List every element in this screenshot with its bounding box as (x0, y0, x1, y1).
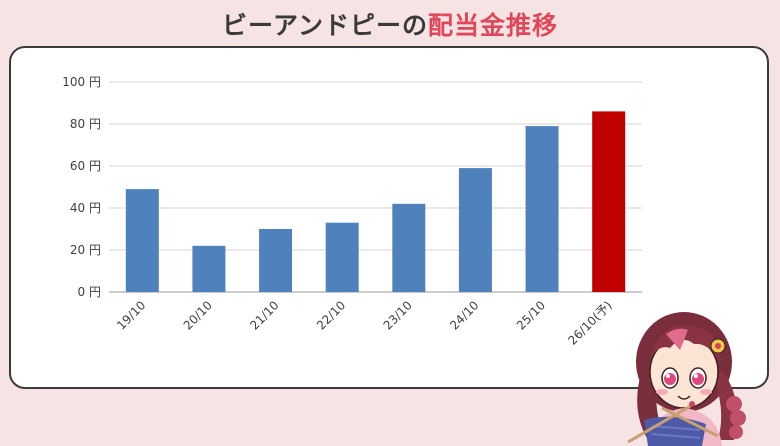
girl-knitting-illustration (627, 312, 746, 446)
bar-19/10 (125, 189, 159, 292)
y-tick-labels: 0 円 20 円 40 円 60 円 80 円 100 円 (62, 75, 101, 299)
y-tick-label: 40 円 (70, 201, 101, 215)
page-title: ビーアンドピーの配当金推移 (0, 6, 780, 42)
y-tick-label: 80 円 (70, 117, 101, 131)
title-prefix: ビーアンドピーの (221, 11, 428, 40)
x-tick-labels: 19/10 20/10 21/10 22/10 23/10 24/10 25/10 26/10… (114, 298, 615, 347)
title-accent: 配当金推移 (428, 11, 559, 40)
bar-22/10 (325, 222, 359, 292)
x-tick-label: 25/10 (514, 298, 548, 332)
gridlines (109, 81, 642, 293)
x-tick-label: 22/10 (314, 298, 348, 332)
bar-25/10 (525, 126, 559, 292)
bar-23/10 (392, 203, 426, 292)
y-tick-label: 0 円 (78, 285, 101, 299)
bar-24/10 (458, 168, 492, 292)
bar-20/10 (192, 245, 226, 292)
y-tick-label: 20 円 (70, 243, 101, 257)
x-tick-label: 21/10 (247, 298, 281, 332)
x-tick-label: 23/10 (381, 298, 415, 332)
x-tick-label: 20/10 (181, 298, 215, 332)
bars (125, 111, 626, 293)
bar-21/10 (259, 229, 293, 292)
x-tick-label: 19/10 (114, 298, 148, 332)
chart-card: 0 円 20 円 40 円 60 円 80 円 100 円 19/10 20/10 21/10… (9, 46, 769, 389)
bar-26/10(予) (592, 111, 626, 293)
dividend-bar-chart: 0 円 20 円 40 円 60 円 80 円 100 円 19/10 20/10 21/10… (62, 75, 642, 348)
y-tick-label: 60 円 (70, 159, 101, 173)
x-tick-label: 26/10(予) (565, 298, 614, 347)
x-tick-label: 24/10 (447, 298, 481, 332)
y-tick-label: 100 円 (62, 75, 101, 89)
